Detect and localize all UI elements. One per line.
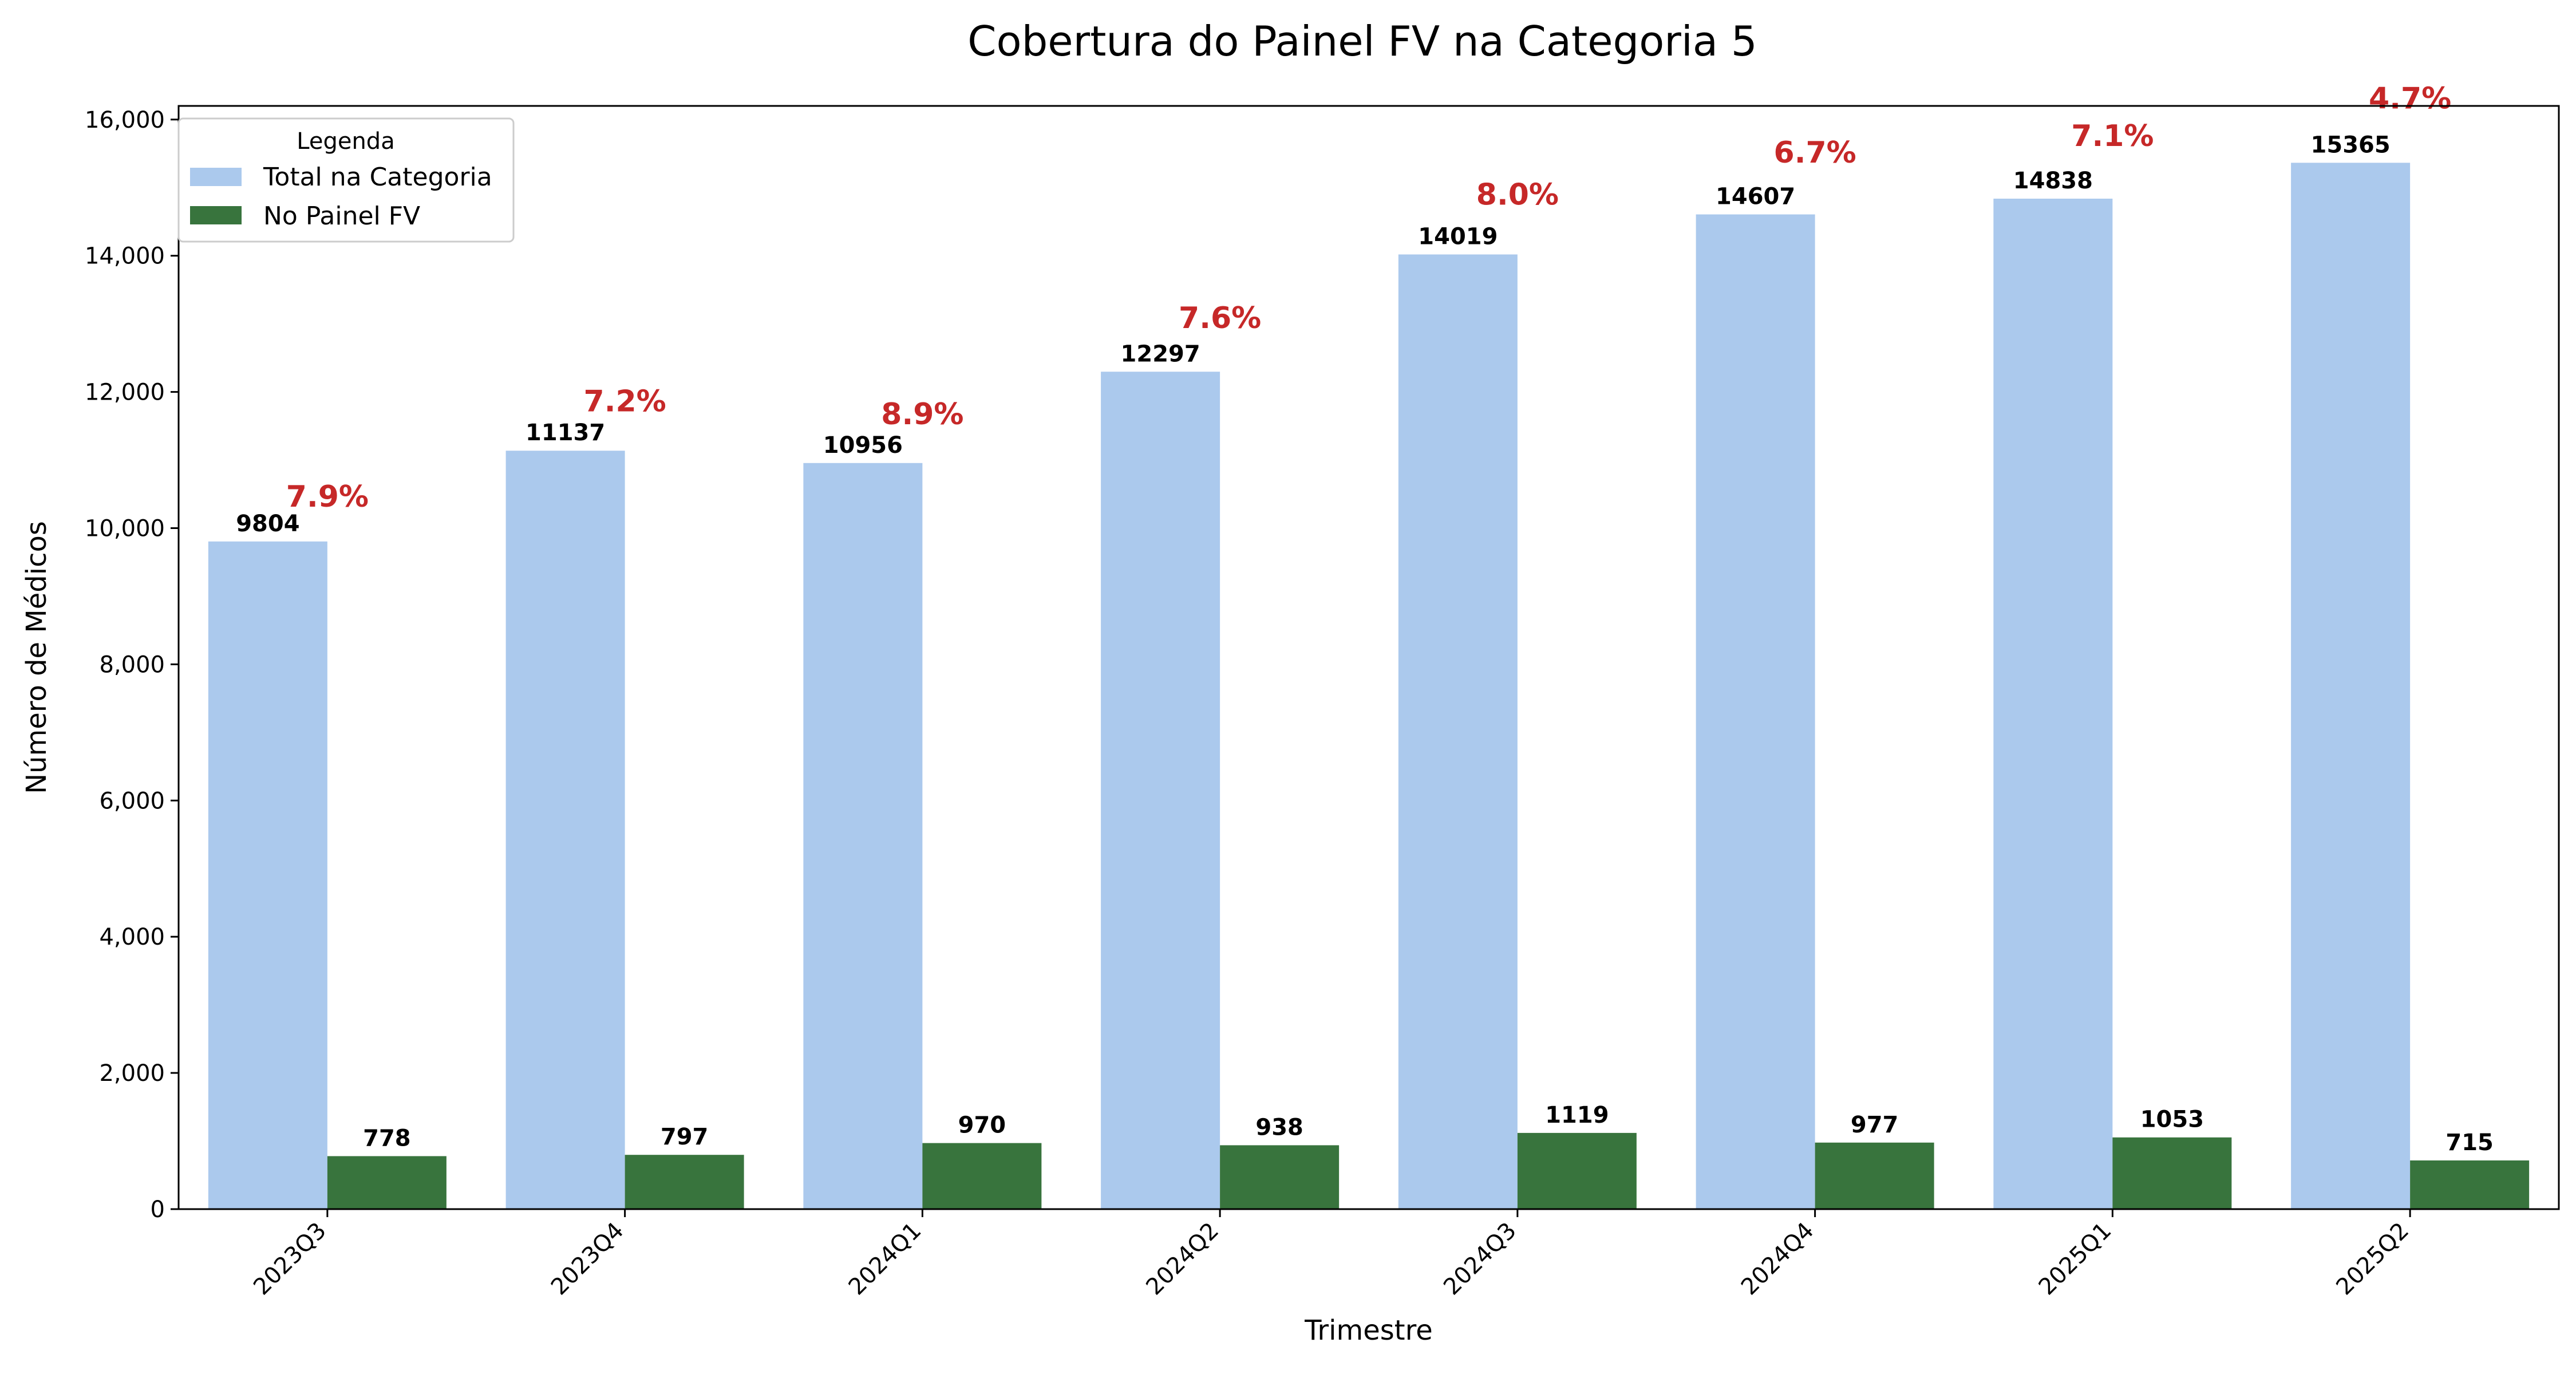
y-tick-label: 0 (151, 1197, 165, 1223)
bar-painel (625, 1155, 744, 1209)
x-tick-label: 2024Q4 (1736, 1218, 1819, 1301)
bar-painel (1815, 1142, 1934, 1209)
legend-swatch-painel (190, 206, 242, 224)
bar-painel-value-label: 1053 (2140, 1107, 2204, 1133)
y-tick-label: 12,000 (85, 380, 165, 406)
legend-title: Legenda (297, 128, 394, 155)
legend: Legenda Total na Categoria No Painel FV (177, 117, 515, 243)
bar-total (803, 463, 923, 1209)
bar-total-value-label: 10956 (823, 432, 903, 459)
legend-label-total: Total na Categoria (263, 163, 492, 192)
bar-total-value-label: 12297 (1121, 341, 1200, 367)
bar-painel-value-label: 977 (1851, 1112, 1899, 1138)
bar-total-value-label: 14019 (1418, 223, 1498, 250)
coverage-percent-label: 7.2% (584, 384, 666, 418)
bar-painel (922, 1143, 1042, 1209)
bar-total (1101, 372, 1220, 1209)
bar-total-value-label: 14607 (1716, 183, 1795, 210)
bar-painel-value-label: 1119 (1545, 1102, 1609, 1128)
x-tick-label: 2024Q1 (844, 1218, 927, 1301)
bar-painel (1220, 1145, 1340, 1209)
bar-total (1398, 254, 1518, 1210)
y-tick-label: 4,000 (99, 924, 165, 950)
bar-painel (327, 1156, 447, 1209)
bar-painel (2410, 1160, 2530, 1209)
coverage-percent-label: 7.1% (2071, 119, 2154, 153)
bar-painel-value-label: 970 (958, 1112, 1006, 1139)
bar-painel-value-label: 715 (2445, 1130, 2494, 1156)
x-tick-label: 2023Q4 (546, 1218, 629, 1301)
x-tick-label: 2025Q1 (2034, 1218, 2117, 1301)
x-tick-label: 2024Q2 (1141, 1218, 1224, 1301)
bar-painel (2112, 1137, 2232, 1209)
bar-total (1696, 214, 1815, 1210)
legend-box (177, 117, 515, 243)
bar-painel-value-label: 797 (661, 1124, 709, 1150)
x-tick-label: 2024Q3 (1439, 1218, 1522, 1301)
y-tick-label: 2,000 (99, 1060, 165, 1087)
bar-total (208, 541, 327, 1210)
y-tick-label: 16,000 (85, 107, 165, 133)
x-tick-label: 2025Q2 (2331, 1218, 2414, 1301)
bar-total-value-label: 11137 (526, 420, 605, 446)
coverage-percent-label: 6.7% (1774, 136, 1856, 170)
coverage-percent-label: 8.9% (881, 397, 963, 432)
coverage-percent-label: 4.7% (2369, 81, 2451, 116)
bar-total (505, 451, 625, 1209)
legend-label-painel: No Painel FV (263, 202, 420, 231)
coverage-percent-label: 7.9% (286, 480, 369, 514)
y-tick-label: 6,000 (99, 788, 165, 814)
chart-title: Cobertura do Painel FV na Categoria 5 (967, 17, 1757, 65)
y-axis-label: Número de Médicos (21, 521, 53, 794)
legend-swatch-total (190, 168, 242, 186)
bar-painel-value-label: 938 (1255, 1114, 1303, 1140)
bar-total (1993, 199, 2113, 1209)
coverage-percent-label: 8.0% (1476, 178, 1559, 212)
bar-painel (1517, 1132, 1637, 1209)
bar-total-value-label: 9804 (236, 511, 299, 537)
bar-total-value-label: 15365 (2311, 132, 2391, 158)
bar-painel-value-label: 778 (363, 1125, 411, 1151)
y-tick-label: 8,000 (99, 652, 165, 678)
y-tick-label: 10,000 (85, 515, 165, 542)
coverage-percent-label: 7.6% (1179, 301, 1261, 335)
y-tick-label: 14,000 (85, 243, 165, 270)
bar-total-value-label: 14838 (2013, 168, 2093, 194)
x-tick-label: 2023Q3 (248, 1218, 331, 1301)
x-axis-label: Trimestre (1304, 1314, 1433, 1347)
bars-group: 9804 778 7.9% 11137 797 7.2% 10956 970 8.9% 12297… (208, 81, 2530, 1210)
bar-total (2291, 163, 2411, 1210)
plot-frame (177, 105, 2560, 1210)
y-axis: 0 2,000 4,000 6,000 8,000 10,000 12,000 14,000 1… (85, 107, 179, 1223)
x-axis: 2023Q3 2023Q4 2024Q1 2024Q2 2024Q3 2024Q4 2025… (248, 1209, 2414, 1300)
